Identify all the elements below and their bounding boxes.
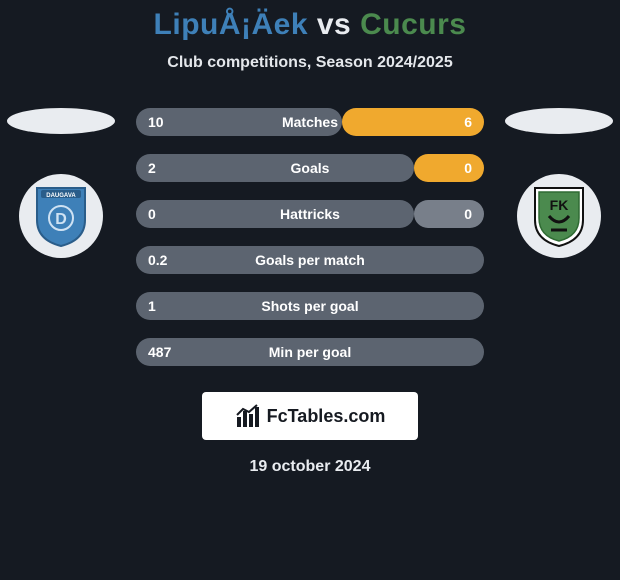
right-ellipse	[505, 108, 613, 134]
stat-bar-right: 0	[414, 154, 484, 182]
stat-value-left: 2	[148, 160, 156, 176]
stat-bar-right: 0	[414, 200, 484, 228]
infographic-container: LipuÅ¡Äek vs Cucurs Club competitions, S…	[0, 0, 620, 476]
stat-value-left: 1	[148, 298, 156, 314]
main-row: DAUGAVA D 106Matches20Goals00Hattricks0.…	[0, 108, 620, 366]
stat-bar-left: 1	[136, 292, 484, 320]
club-badge-right: FK	[517, 174, 601, 258]
stat-row: 106Matches	[136, 108, 484, 136]
stat-bar-left: 0	[136, 200, 414, 228]
stat-row: 00Hattricks	[136, 200, 484, 228]
brand-text: FcTables.com	[267, 406, 386, 427]
stat-row: 487Min per goal	[136, 338, 484, 366]
date-text: 19 october 2024	[250, 458, 371, 476]
club-shield-right-icon: FK	[531, 184, 587, 248]
stat-row: 20Goals	[136, 154, 484, 182]
svg-text:DAUGAVA: DAUGAVA	[46, 193, 76, 199]
left-ellipse	[7, 108, 115, 134]
brand-chart-icon	[235, 403, 261, 429]
right-side: FK	[500, 108, 618, 258]
stat-bar-left: 2	[136, 154, 414, 182]
club-badge-left: DAUGAVA D	[19, 174, 103, 258]
vs-text: vs	[317, 8, 351, 41]
stat-value-left: 0	[148, 206, 156, 222]
stat-bar-left: 10	[136, 108, 342, 136]
stat-row: 1Shots per goal	[136, 292, 484, 320]
stat-bar-right: 6	[342, 108, 484, 136]
stat-bar-left: 0.2	[136, 246, 484, 274]
left-side: DAUGAVA D	[2, 108, 120, 258]
title: LipuÅ¡Äek vs Cucurs	[0, 8, 620, 42]
svg-text:D: D	[55, 211, 67, 228]
stat-value-left: 487	[148, 344, 171, 360]
player2-name: Cucurs	[360, 8, 466, 41]
footer: FcTables.com 19 october 2024	[0, 392, 620, 476]
player1-name: LipuÅ¡Äek	[154, 8, 309, 41]
stat-value-left: 10	[148, 114, 164, 130]
stat-value-left: 0.2	[148, 252, 167, 268]
stat-value-right: 6	[464, 114, 472, 130]
stats-column: 106Matches20Goals00Hattricks0.2Goals per…	[136, 108, 484, 366]
stat-row: 0.2Goals per match	[136, 246, 484, 274]
stat-bar-left: 487	[136, 338, 484, 366]
stat-value-right: 0	[464, 206, 472, 222]
svg-text:FK: FK	[550, 197, 569, 213]
brand-badge: FcTables.com	[202, 392, 418, 440]
club-shield-left-icon: DAUGAVA D	[33, 184, 89, 248]
subtitle: Club competitions, Season 2024/2025	[0, 54, 620, 72]
stat-value-right: 0	[464, 160, 472, 176]
